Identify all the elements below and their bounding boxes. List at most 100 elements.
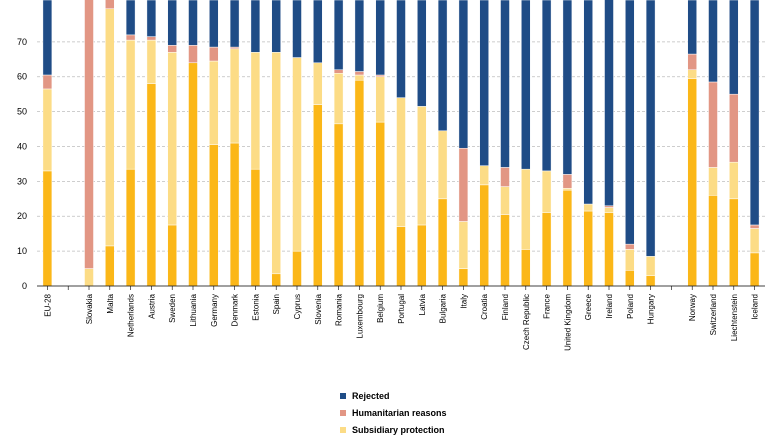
x-tick-label-denmark: Denmark bbox=[231, 293, 240, 326]
x-tick-label-lithuania: Lithuania bbox=[189, 293, 198, 326]
bar-greece-refugee-status bbox=[583, 210, 593, 287]
x-tick-label-united-kingdom: United Kingdom bbox=[563, 294, 572, 351]
legend-item-rejected: Rejected bbox=[340, 388, 447, 404]
y-tick-labels: 0 10 20 30 40 50 60 70 bbox=[17, 37, 27, 291]
y-tick-label: 40 bbox=[17, 141, 27, 151]
x-tick-label-portugal: Portugal bbox=[397, 294, 406, 324]
bar-italy-humanitarian-reasons bbox=[458, 147, 469, 222]
x-tick-label-greece: Greece bbox=[584, 293, 593, 320]
bar-latvia-rejected bbox=[417, 0, 427, 107]
bar-czech-republic-rejected bbox=[521, 0, 531, 170]
legend-swatch bbox=[340, 410, 346, 416]
bar-portugal-refugee-status bbox=[396, 226, 406, 287]
bar-ireland-refugee-status bbox=[604, 212, 614, 287]
x-tick-labels: EU-28 Slovakia Malta Netherlands Austria Swed… bbox=[43, 293, 759, 351]
bar-poland-subsidiary-protection bbox=[625, 249, 635, 271]
x-tick-label-bulgaria: Bulgaria bbox=[439, 293, 448, 323]
bar-luxembourg-subsidiary-protection bbox=[354, 74, 365, 81]
legend-swatch bbox=[340, 393, 346, 399]
bar-slovenia-refugee-status bbox=[313, 104, 323, 287]
bar-austria-subsidiary-protection bbox=[146, 39, 157, 84]
bar-hungary-refugee-status bbox=[645, 275, 656, 287]
bar-denmark-humanitarian-reasons bbox=[229, 46, 240, 50]
bar-hungary-subsidiary-protection bbox=[645, 256, 656, 276]
bar-croatia-refugee-status bbox=[479, 184, 489, 287]
x-tick-label-sweden: Sweden bbox=[168, 294, 177, 323]
x-tick-label-hungary: Hungary bbox=[647, 294, 656, 324]
bar-estonia-subsidiary-protection bbox=[250, 52, 261, 170]
bar-switzerland-refugee-status bbox=[708, 195, 718, 287]
bar-finland-humanitarian-reasons bbox=[500, 167, 510, 187]
bar-liechtenstein-rejected bbox=[729, 0, 739, 95]
bar-ireland-humanitarian-reasons bbox=[604, 205, 614, 208]
bar-malta-refugee-status bbox=[105, 245, 115, 287]
bar-denmark-refugee-status bbox=[229, 142, 240, 287]
bar-lithuania-rejected bbox=[188, 0, 198, 46]
bar-eu-28-refugee-status bbox=[42, 170, 53, 287]
legend-item-subsidiary-protection: Subsidiary protection bbox=[340, 422, 447, 438]
bar-spain-refugee-status bbox=[271, 273, 281, 287]
bar-eu-28-rejected bbox=[42, 0, 53, 76]
bar-estonia-rejected bbox=[250, 0, 261, 53]
bar-germany-refugee-status bbox=[209, 144, 219, 287]
bar-switzerland-humanitarian-reasons bbox=[708, 81, 718, 168]
bar-united-kingdom-refugee-status bbox=[562, 189, 573, 287]
bar-greece-subsidiary-protection bbox=[583, 203, 593, 212]
bar-france-refugee-status bbox=[541, 212, 552, 287]
x-tick-label-croatia: Croatia bbox=[480, 293, 489, 319]
x-tick-label-belgium: Belgium bbox=[376, 294, 385, 323]
x-tick-label-germany: Germany bbox=[210, 294, 219, 327]
bar-belgium-rejected bbox=[375, 0, 385, 76]
bar-slovakia-subsidiary-protection bbox=[84, 268, 94, 287]
bar-portugal-subsidiary-protection bbox=[396, 97, 406, 227]
x-tick-label-spain: Spain bbox=[272, 294, 281, 314]
bar-czech-republic-subsidiary-protection bbox=[521, 168, 531, 250]
x-tick-label-france: France bbox=[543, 293, 552, 318]
bar-malta-humanitarian-reasons bbox=[105, 0, 115, 9]
bar-ireland-subsidiary-protection bbox=[604, 207, 614, 214]
x-tick-label-ireland: Ireland bbox=[605, 294, 614, 318]
bar-malta-subsidiary-protection bbox=[105, 8, 115, 247]
y-tick-label: 30 bbox=[17, 176, 27, 186]
bar-romania-rejected bbox=[333, 0, 344, 71]
bar-luxembourg-rejected bbox=[354, 0, 365, 72]
bar-switzerland-rejected bbox=[708, 0, 718, 83]
bar-czech-republic-refugee-status bbox=[521, 249, 531, 287]
bar-netherlands-rejected bbox=[125, 0, 136, 36]
x-tick-label-eu-28: EU-28 bbox=[43, 293, 52, 316]
bar-poland-refugee-status bbox=[625, 270, 635, 287]
bar-slovenia-rejected bbox=[313, 0, 323, 64]
bar-norway-subsidiary-protection bbox=[687, 69, 697, 79]
bar-estonia-refugee-status bbox=[250, 168, 261, 287]
bar-bulgaria-refugee-status bbox=[437, 198, 448, 287]
legend-label: Rejected bbox=[352, 391, 390, 401]
legend-label: Humanitarian reasons bbox=[352, 408, 447, 418]
y-tick-label: 50 bbox=[17, 107, 27, 117]
x-tick-label-slovenia: Slovenia bbox=[314, 293, 323, 324]
bar-netherlands-humanitarian-reasons bbox=[125, 34, 136, 41]
bar-romania-subsidiary-protection bbox=[333, 72, 344, 125]
bar-croatia-rejected bbox=[479, 0, 489, 166]
bar-iceland-rejected bbox=[749, 0, 760, 226]
bar-lithuania-humanitarian-reasons bbox=[188, 45, 198, 64]
bar-norway-refugee-status bbox=[687, 78, 697, 287]
bar-luxembourg-humanitarian-reasons bbox=[354, 71, 365, 76]
y-tick-label: 0 bbox=[22, 281, 27, 291]
bar-belgium-subsidiary-protection bbox=[375, 76, 385, 123]
bar-bulgaria-rejected bbox=[437, 0, 448, 132]
bar-norway-humanitarian-reasons bbox=[687, 53, 697, 71]
bar-belgium-refugee-status bbox=[375, 121, 385, 287]
bar-sweden-refugee-status bbox=[167, 224, 177, 287]
bar-latvia-subsidiary-protection bbox=[417, 106, 427, 226]
bar-sweden-humanitarian-reasons bbox=[167, 45, 177, 53]
bar-italy-subsidiary-protection bbox=[458, 221, 469, 269]
x-tick-label-netherlands: Netherlands bbox=[127, 294, 136, 337]
x-tick-label-poland: Poland bbox=[626, 294, 635, 319]
bar-poland-rejected bbox=[625, 0, 635, 245]
bar-germany-rejected bbox=[209, 0, 219, 48]
bar-united-kingdom-humanitarian-reasons bbox=[562, 174, 573, 189]
x-tick-label-luxembourg: Luxembourg bbox=[355, 294, 364, 338]
y-tick-label: 20 bbox=[17, 211, 27, 221]
bar-finland-refugee-status bbox=[500, 214, 510, 287]
bar-france-rejected bbox=[541, 0, 552, 172]
